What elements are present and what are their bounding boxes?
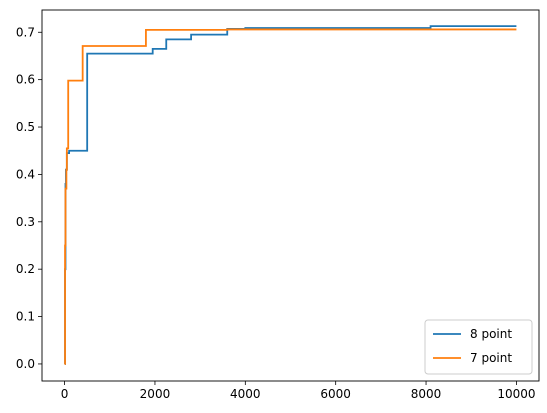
x-tick-label: 8000 <box>411 387 442 401</box>
y-tick-label: 0.6 <box>16 73 35 87</box>
y-tick-label: 0.4 <box>16 167 35 181</box>
y-tick-label: 0.2 <box>16 262 35 276</box>
series-layer <box>64 25 517 365</box>
legend-label-7-point: 7 point <box>470 351 512 365</box>
x-tick-label: 2000 <box>140 387 171 401</box>
legend: 8 point 7 point <box>424 319 533 375</box>
y-tick-label: 0.7 <box>16 25 35 39</box>
series-line-7-point <box>64 28 517 365</box>
x-axis: 0 2000 4000 6000 8000 10000 <box>61 381 536 401</box>
x-tick-label: 6000 <box>320 387 351 401</box>
y-tick-label: 0.1 <box>16 310 35 324</box>
legend-label-8-point: 8 point <box>470 327 512 341</box>
x-tick-label: 4000 <box>230 387 261 401</box>
y-tick-label: 0.3 <box>16 215 35 229</box>
y-tick-label: 0.5 <box>16 120 35 134</box>
series-line-8-point <box>64 25 517 365</box>
y-tick-label: 0.0 <box>16 357 35 371</box>
x-tick-label: 0 <box>61 387 69 401</box>
y-axis: 0.0 0.1 0.2 0.3 0.4 0.5 0.6 0.7 <box>16 25 42 371</box>
x-tick-label: 10000 <box>497 387 535 401</box>
plot-frame <box>41 9 540 382</box>
